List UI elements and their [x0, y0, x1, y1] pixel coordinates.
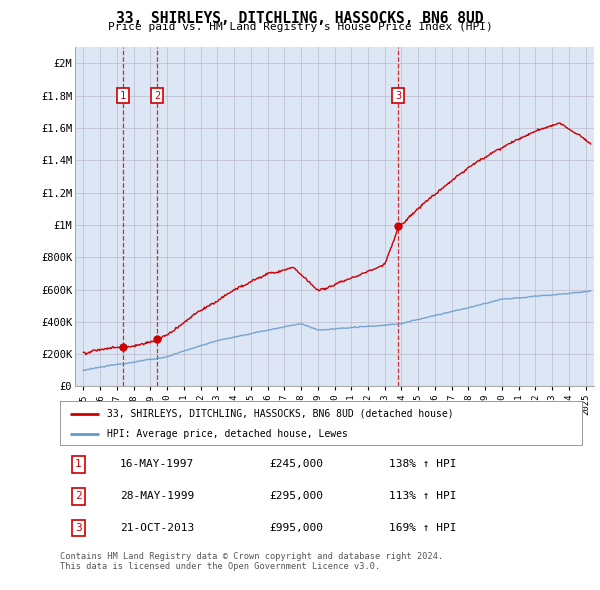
- Text: £295,000: £295,000: [269, 491, 323, 501]
- Text: 2: 2: [75, 491, 82, 501]
- Text: £995,000: £995,000: [269, 523, 323, 533]
- Text: HPI: Average price, detached house, Lewes: HPI: Average price, detached house, Lewe…: [107, 430, 348, 440]
- Text: 3: 3: [395, 91, 401, 101]
- Text: 138% ↑ HPI: 138% ↑ HPI: [389, 460, 457, 469]
- Text: 33, SHIRLEYS, DITCHLING, HASSOCKS, BN6 8UD (detached house): 33, SHIRLEYS, DITCHLING, HASSOCKS, BN6 8…: [107, 409, 454, 418]
- Text: 28-MAY-1999: 28-MAY-1999: [120, 491, 194, 501]
- Text: 33, SHIRLEYS, DITCHLING, HASSOCKS, BN6 8UD: 33, SHIRLEYS, DITCHLING, HASSOCKS, BN6 8…: [116, 11, 484, 25]
- Text: 1: 1: [120, 91, 127, 101]
- Text: £245,000: £245,000: [269, 460, 323, 469]
- Text: Price paid vs. HM Land Registry's House Price Index (HPI): Price paid vs. HM Land Registry's House …: [107, 22, 493, 32]
- Text: 2: 2: [154, 91, 160, 101]
- Text: 169% ↑ HPI: 169% ↑ HPI: [389, 523, 457, 533]
- Text: 16-MAY-1997: 16-MAY-1997: [120, 460, 194, 469]
- Text: 21-OCT-2013: 21-OCT-2013: [120, 523, 194, 533]
- Text: 3: 3: [75, 523, 82, 533]
- Text: 113% ↑ HPI: 113% ↑ HPI: [389, 491, 457, 501]
- Text: Contains HM Land Registry data © Crown copyright and database right 2024.
This d: Contains HM Land Registry data © Crown c…: [60, 552, 443, 571]
- Text: 1: 1: [75, 460, 82, 469]
